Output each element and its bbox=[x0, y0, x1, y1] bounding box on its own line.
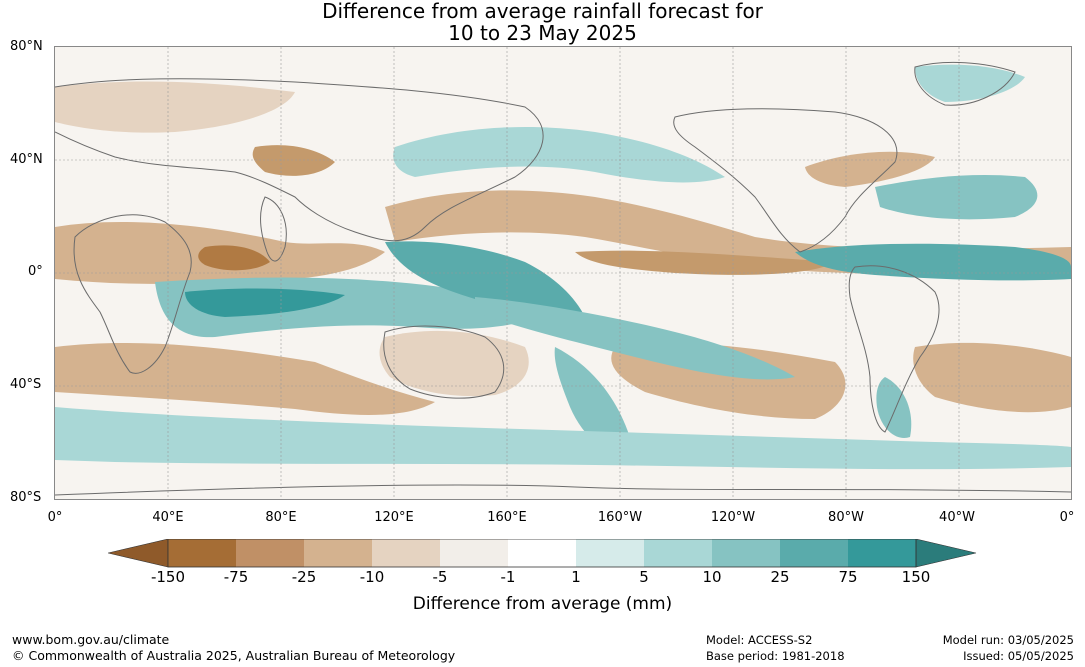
wet-band-maritime-continent bbox=[385, 241, 585, 319]
wet-core-indian-ocean bbox=[185, 288, 345, 317]
coast-australia bbox=[383, 325, 505, 399]
colorbar-extend-low bbox=[108, 539, 169, 568]
colorbar-swatch-1 bbox=[168, 539, 236, 567]
dry-mid-east-patch bbox=[252, 145, 335, 176]
lon-label-120w: 120°W bbox=[710, 510, 756, 525]
colorbar-swatch-3 bbox=[304, 539, 372, 567]
lat-label-40n: 40°N bbox=[10, 152, 43, 167]
wet-south-pacific-tongue bbox=[554, 347, 635, 458]
wet-spcz bbox=[475, 297, 795, 380]
lon-label-80e: 80°E bbox=[265, 510, 297, 525]
coast-antarctica bbox=[55, 484, 1071, 496]
colorbar-tick-12: 150 bbox=[901, 568, 931, 586]
colorbar-swatch-2 bbox=[236, 539, 304, 567]
colorbar-extend-high bbox=[915, 539, 977, 568]
colorbar-swatch-4 bbox=[372, 539, 440, 567]
lat-label-equator: 0° bbox=[28, 264, 43, 279]
colorbar-swatch-11 bbox=[848, 539, 916, 567]
coast-south-america bbox=[848, 265, 940, 433]
wet-southern-ocean bbox=[55, 407, 1071, 470]
colorbar-tick-9: 10 bbox=[702, 568, 722, 586]
wet-north-atlantic bbox=[875, 175, 1038, 220]
lon-label-160w: 160°W bbox=[597, 510, 643, 525]
lat-label-80s: 80°S bbox=[10, 490, 42, 505]
colorbar-tick-11: 75 bbox=[838, 568, 858, 586]
title-line-2: 10 to 23 May 2025 bbox=[448, 21, 637, 45]
colorbar-tick-7: 1 bbox=[571, 568, 581, 586]
dry-south-america-east bbox=[913, 342, 1071, 413]
dry-south-indian bbox=[55, 342, 435, 415]
colorbar-tick-5: -5 bbox=[432, 568, 448, 586]
colorbar-swatch-8 bbox=[644, 539, 712, 567]
footer-url[interactable]: www.bom.gov.au/climate bbox=[12, 632, 170, 647]
footer-model-run: Model run: 03/05/2025 bbox=[942, 633, 1074, 647]
title-line-1: Difference from average rainfall forecas… bbox=[322, 0, 763, 23]
colorbar-tick-3: -25 bbox=[291, 568, 317, 586]
lon-label-0-right: 0° bbox=[1059, 510, 1075, 525]
graticule bbox=[55, 47, 1071, 499]
colorbar-swatch-6 bbox=[508, 539, 576, 567]
map-title: Difference from average rainfall forecas… bbox=[0, 0, 1085, 44]
colorbar bbox=[108, 539, 977, 568]
colorbar-swatch-7 bbox=[576, 539, 644, 567]
dry-core-arabian-sea bbox=[198, 245, 270, 271]
wet-south-america-south bbox=[876, 377, 912, 438]
dry-eurasia-north bbox=[55, 81, 295, 133]
colorbar-swatch-9 bbox=[712, 539, 780, 567]
footer-base-period: Base period: 1981-2018 bbox=[706, 649, 845, 663]
wet-anomaly-regions bbox=[55, 64, 1071, 470]
wet-east-pacific-itcz bbox=[795, 243, 1071, 281]
lon-label-0-left: 0° bbox=[47, 510, 63, 525]
colorbar-tick-6: -1 bbox=[500, 568, 516, 586]
lat-label-80n: 80°N bbox=[10, 39, 43, 54]
wet-greenland bbox=[915, 64, 1025, 102]
lon-label-80w: 80°W bbox=[828, 510, 864, 525]
lon-label-120e: 120°E bbox=[374, 510, 414, 525]
lon-label-40e: 40°E bbox=[152, 510, 184, 525]
wet-north-pacific-storm bbox=[393, 127, 725, 183]
coast-india bbox=[260, 196, 287, 262]
colorbar-tick-4: -10 bbox=[359, 568, 385, 586]
footer-copyright: © Commonwealth of Australia 2025, Austra… bbox=[12, 648, 456, 663]
coast-eurasia bbox=[55, 78, 544, 242]
colorbar-tick-2: -75 bbox=[223, 568, 249, 586]
coast-africa bbox=[73, 214, 192, 374]
coast-north-america bbox=[673, 108, 898, 253]
colorbar-tick-8: 5 bbox=[639, 568, 649, 586]
colorbar-outline bbox=[167, 539, 917, 568]
dry-core-central-pacific bbox=[575, 250, 835, 275]
colorbar-tick-1: -150 bbox=[150, 568, 186, 586]
map-svg bbox=[55, 47, 1071, 499]
lon-label-40w: 40°W bbox=[939, 510, 975, 525]
colorbar-title: Difference from average (mm) bbox=[412, 594, 673, 614]
dry-australia bbox=[379, 330, 529, 397]
rainfall-anomaly-map bbox=[54, 46, 1072, 500]
footer-model: Model: ACCESS-S2 bbox=[706, 633, 813, 647]
colorbar-swatch-5 bbox=[440, 539, 508, 567]
colorbar-tick-10: 25 bbox=[770, 568, 790, 586]
lon-label-160e: 160°E bbox=[487, 510, 527, 525]
footer-issued: Issued: 05/05/2025 bbox=[963, 649, 1074, 663]
dry-north-atlantic-arc bbox=[805, 151, 935, 187]
colorbar-swatch-10 bbox=[780, 539, 848, 567]
coastlines bbox=[55, 61, 1071, 496]
coast-greenland bbox=[914, 61, 1016, 106]
lat-label-40s: 40°S bbox=[10, 377, 42, 392]
